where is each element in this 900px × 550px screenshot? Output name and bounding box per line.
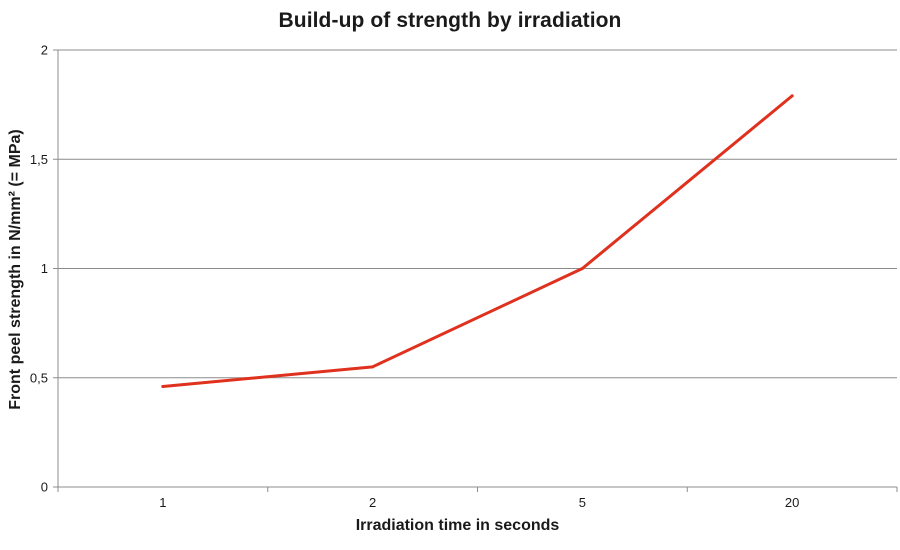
y-tick-label-2: 1: [41, 261, 48, 276]
chart-title: Build-up of strength by irradiation: [278, 9, 622, 32]
x-tick-labels: 1 2 5 20: [159, 495, 799, 510]
data-point-0-2: [580, 267, 584, 270]
y-tick-labels: 0 0,5 1 1,5 2: [30, 43, 48, 495]
axes: [53, 49, 898, 492]
data-point-0-1: [371, 365, 375, 369]
y-axis-label: Front peel strength in N/mm² (= MPa): [7, 129, 24, 409]
series-layer: [161, 94, 794, 388]
series-line-0: [161, 94, 794, 388]
y-tick-label-3: 1,5: [30, 152, 48, 167]
y-tick-label-1: 0,5: [30, 370, 48, 385]
x-tick-label-1: 2: [369, 495, 376, 510]
data-point-0-3: [790, 94, 794, 98]
data-point-0-0: [161, 384, 165, 388]
y-tick-label-0: 0: [41, 480, 48, 495]
x-axis-label: Irradiation time in seconds: [356, 517, 560, 534]
x-tick-label-0: 1: [159, 495, 166, 510]
y-tick-label-4: 2: [41, 43, 48, 58]
gridlines: [58, 49, 897, 379]
x-tick-label-3: 20: [785, 495, 799, 510]
x-tick-label-2: 5: [579, 495, 586, 510]
